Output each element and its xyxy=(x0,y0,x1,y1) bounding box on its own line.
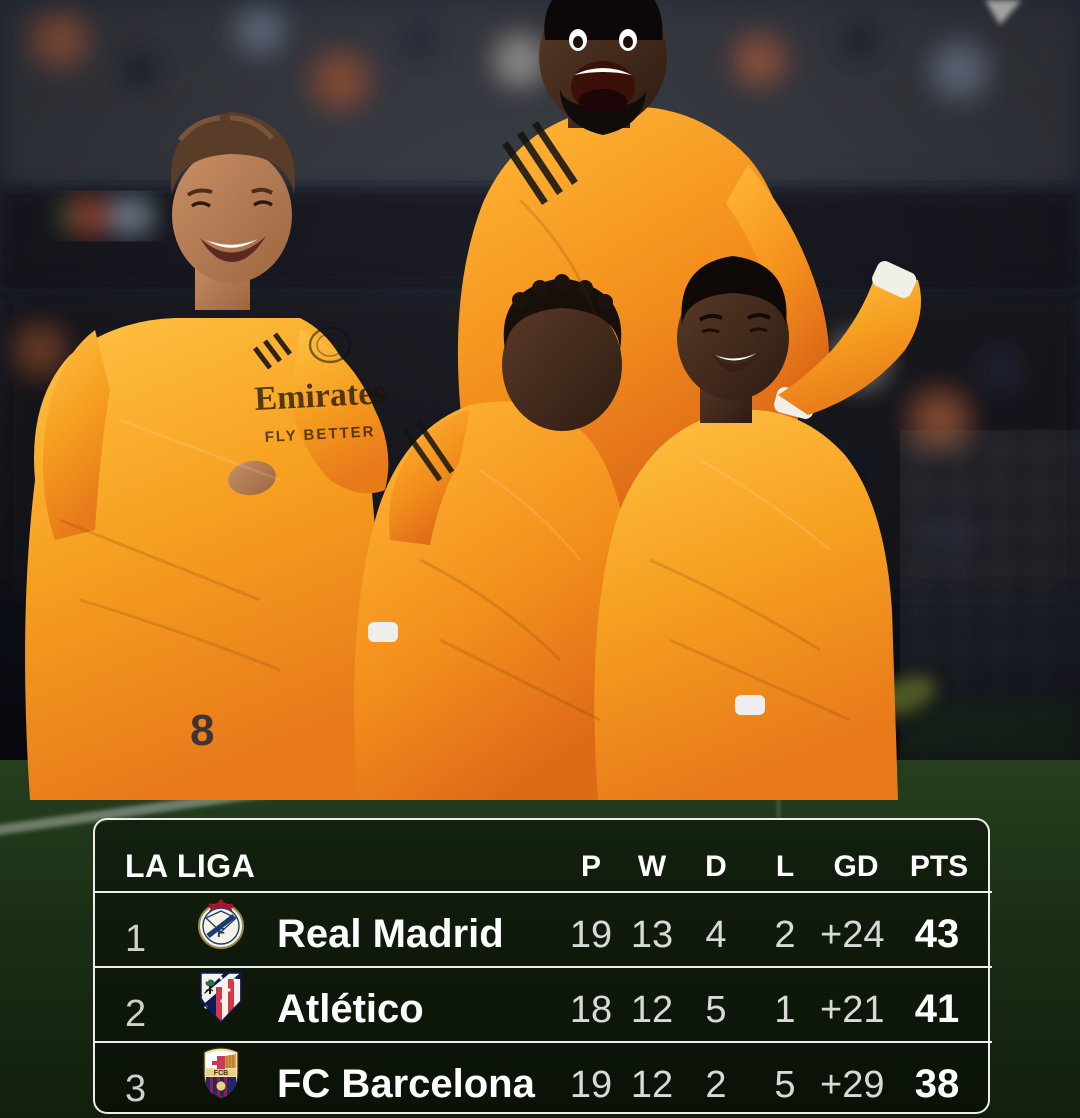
svg-text:8: 8 xyxy=(190,706,214,755)
svg-text:Emirates: Emirates xyxy=(253,374,387,418)
svg-text:F: F xyxy=(217,925,225,940)
svg-text:FCB: FCB xyxy=(214,1070,228,1077)
